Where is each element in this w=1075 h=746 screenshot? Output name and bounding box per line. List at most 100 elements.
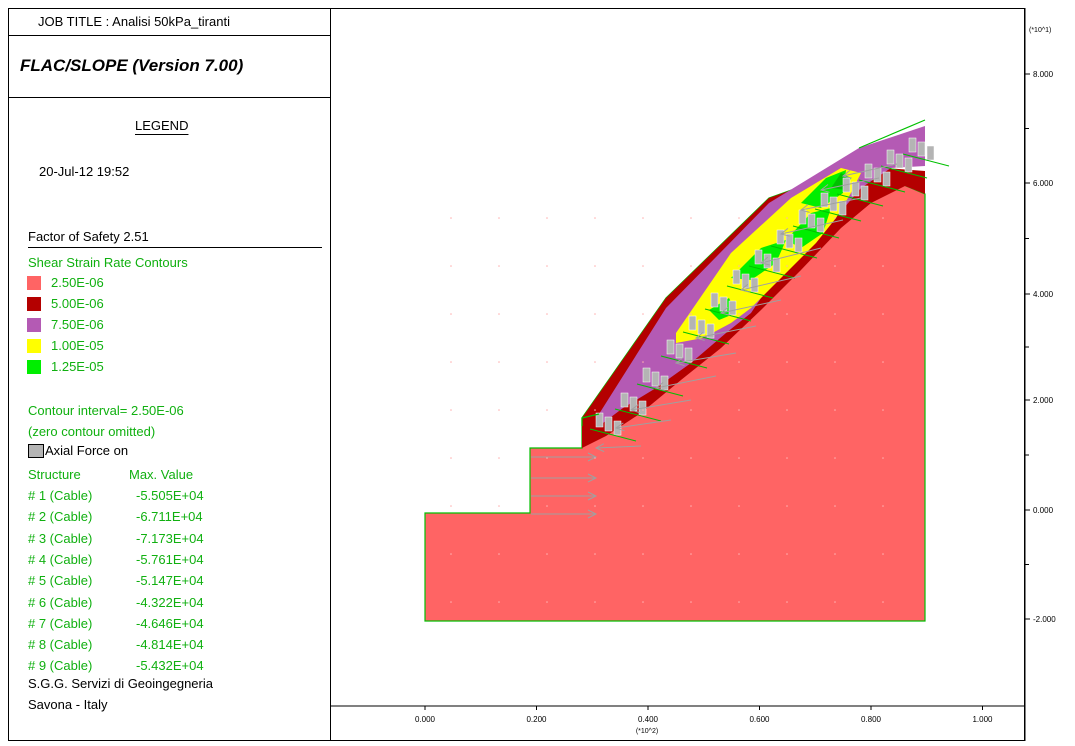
- arrow-head-12: [841, 169, 852, 179]
- arrow-0: [595, 445, 642, 449]
- grid-dot: [738, 265, 740, 267]
- grid-dot: [690, 361, 692, 363]
- cable-id-2: # 2 (Cable): [28, 509, 93, 525]
- arrow-head-5: [694, 332, 705, 341]
- grid-dot: [450, 409, 452, 411]
- grid-dot: [546, 409, 548, 411]
- grid-dot: [594, 457, 596, 459]
- grid-dot: [786, 361, 788, 363]
- grid-dot: [594, 409, 596, 411]
- cable-bar-14-1: [917, 141, 926, 157]
- arrow-3: [655, 375, 717, 389]
- grid-dot: [834, 409, 836, 411]
- cable-bar-5-0: [710, 292, 719, 308]
- cable-bar-10-0: [820, 192, 829, 208]
- grid-dot: [450, 313, 452, 315]
- cable-line-2: [636, 383, 684, 397]
- arrow-12: [842, 163, 898, 177]
- grid-dot: [546, 553, 548, 555]
- cable-id-9: # 9 (Cable): [28, 658, 93, 674]
- y-tick-label-2: 4.000: [1033, 290, 1054, 299]
- cable-bar-3-1: [675, 343, 684, 359]
- grid-dot: [738, 361, 740, 363]
- grid-dot: [498, 313, 500, 315]
- factor-of-safety: Factor of Safety 2.51: [28, 229, 322, 248]
- cable-line-7: [748, 265, 796, 279]
- cable-bar-13-0: [886, 149, 895, 165]
- cable-bar-9-1: [807, 213, 816, 229]
- grid-dot: [498, 505, 500, 507]
- grid-dot: [450, 601, 452, 603]
- grid-dot: [450, 217, 452, 219]
- arrow-4: [675, 352, 737, 364]
- arrow-11: [820, 177, 880, 191]
- arrow-head-8: [759, 256, 770, 266]
- arrow-head-2: [629, 404, 640, 414]
- grid-dot: [882, 265, 884, 267]
- grid-dot: [450, 505, 452, 507]
- grid-dot: [498, 457, 500, 459]
- grid-dot: [642, 217, 644, 219]
- toe-outline: [581, 413, 600, 426]
- arrow-head-4: [674, 357, 685, 367]
- cable-id-3: # 3 (Cable): [28, 530, 93, 546]
- grid-dot: [738, 505, 740, 507]
- grid-dot: [834, 505, 836, 507]
- cable-bar-7-0: [754, 249, 763, 265]
- grid-dot: [786, 505, 788, 507]
- contours-title: Shear Strain Rate Contours: [28, 255, 188, 270]
- grid-dot: [546, 505, 548, 507]
- grid-dot: [882, 409, 884, 411]
- grid-dot: [834, 553, 836, 555]
- y-tick-label-1: 6.000: [1033, 179, 1054, 188]
- contour-label-2: 5.00E-06: [51, 296, 104, 311]
- cable-value-6: -4.322E+04: [136, 594, 204, 610]
- arrow-head-3: [654, 382, 665, 391]
- grid-dot: [546, 217, 548, 219]
- grid-dot: [594, 361, 596, 363]
- x-axis-ticks: 0.000 0.200 0.400 0.600 0.800 1.000 (*10^2): [415, 706, 993, 735]
- cable-bar-8-1: [785, 233, 794, 249]
- grid-dot: [594, 601, 596, 603]
- cable-value-4: -5.761E+04: [136, 551, 204, 567]
- grid-dot: [498, 601, 500, 603]
- crest-outline: [858, 119, 926, 149]
- cable-bar-3-2: [684, 347, 693, 363]
- cable-bar-8-0: [776, 229, 785, 245]
- grid-dot: [882, 553, 884, 555]
- cable-bar-6-2: [750, 277, 759, 293]
- contour-interval: Contour interval= 2.50E-06: [28, 403, 184, 418]
- grid-dot: [738, 457, 740, 459]
- cable-bar-2-1: [651, 371, 660, 387]
- x-tick-label-1: 0.200: [526, 715, 547, 724]
- grid-dot: [882, 361, 884, 363]
- cable-bar-13-1: [895, 153, 904, 169]
- grid-dot: [642, 505, 644, 507]
- grid-dot: [642, 553, 644, 555]
- arrow-head-7: [739, 283, 750, 293]
- cable-line-6: [726, 285, 774, 299]
- grid-dot: [642, 265, 644, 267]
- grid-dot: [882, 457, 884, 459]
- grid-dot: [498, 361, 500, 363]
- arrow-head-1: [614, 422, 625, 432]
- grid-dot: [594, 265, 596, 267]
- grid-dot: [882, 505, 884, 507]
- grid-dot: [786, 313, 788, 315]
- cable-bar-4-1: [697, 319, 706, 335]
- grid-dot: [834, 265, 836, 267]
- grid-dot: [738, 553, 740, 555]
- cable-bar-6-0: [732, 269, 741, 285]
- grid-dot: [594, 313, 596, 315]
- contour-swatch-4: [27, 339, 41, 353]
- grid-dot: [882, 313, 884, 315]
- cable-id-4: # 4 (Cable): [28, 551, 93, 567]
- cable-bar-14-2: [926, 145, 935, 161]
- grid-dot: [690, 265, 692, 267]
- cable-bar-11-2: [860, 185, 869, 201]
- grid-dot: [546, 265, 548, 267]
- y-multiplier: (*10^1): [1029, 27, 1051, 34]
- axial-force-swatch: [28, 444, 44, 458]
- cable-bar-0-1: [604, 416, 613, 432]
- velocity-arrows: [531, 163, 898, 519]
